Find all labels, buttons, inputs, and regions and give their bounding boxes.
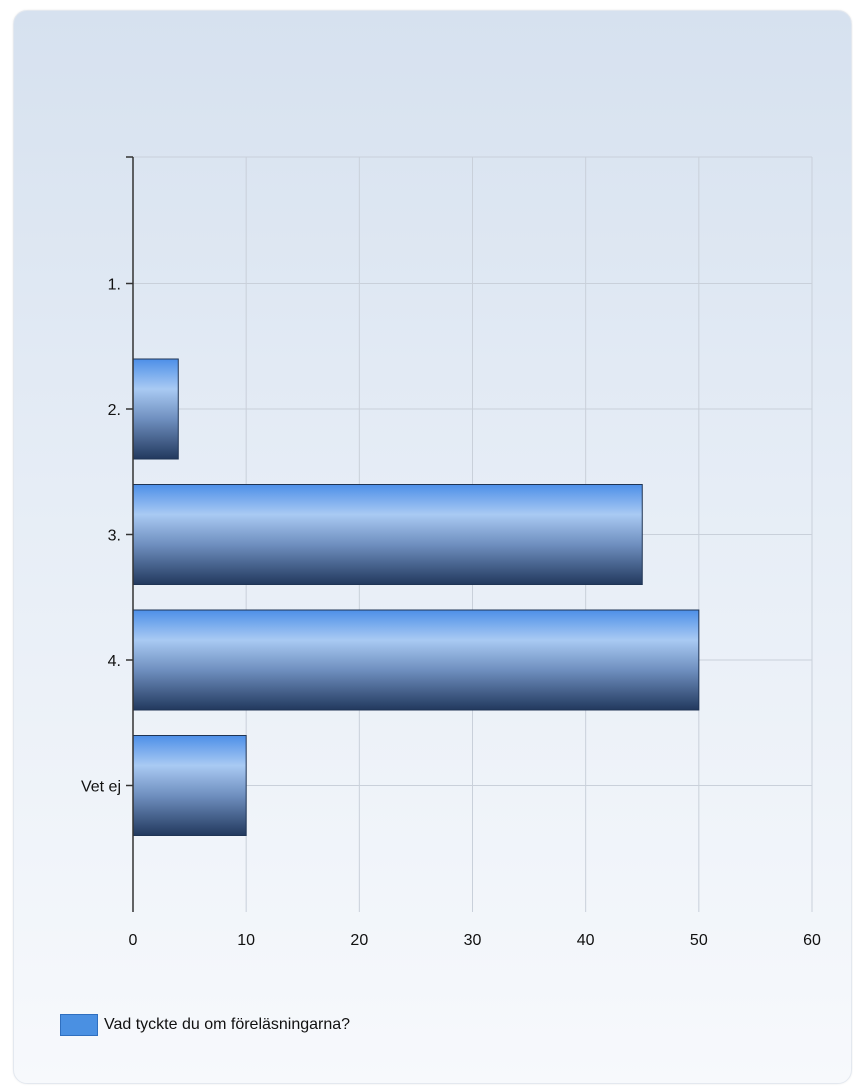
x-tick-label: 0 [129, 932, 138, 949]
bar-2 [132, 358, 179, 460]
y-tick-label: 3. [108, 528, 121, 545]
x-tick-label: 50 [690, 932, 708, 949]
axes [126, 156, 134, 912]
legend: Vad tyckte du om föreläsningarna? [60, 1014, 350, 1036]
y-tick-label: 4. [108, 653, 121, 670]
x-tick-label: 40 [577, 932, 595, 949]
legend-label: Vad tyckte du om föreläsningarna? [104, 1016, 351, 1033]
x-tick-label: 60 [803, 932, 821, 949]
bar-3 [132, 484, 643, 585]
y-tick-label: 1. [108, 277, 121, 294]
bars [132, 358, 700, 836]
legend-swatch [60, 1014, 98, 1036]
x-tick-label: 30 [464, 932, 482, 949]
x-tick-label: 20 [350, 932, 368, 949]
tick-labels: 0 10 20 30 40 50 60 1. 2. 3. 4. Vet ej [81, 277, 821, 950]
bar-vet-ej [132, 735, 247, 836]
y-tick-label: 2. [108, 402, 121, 419]
bar-4 [132, 609, 700, 711]
y-tick-label: Vet ej [81, 779, 121, 796]
x-tick-label: 10 [237, 932, 255, 949]
